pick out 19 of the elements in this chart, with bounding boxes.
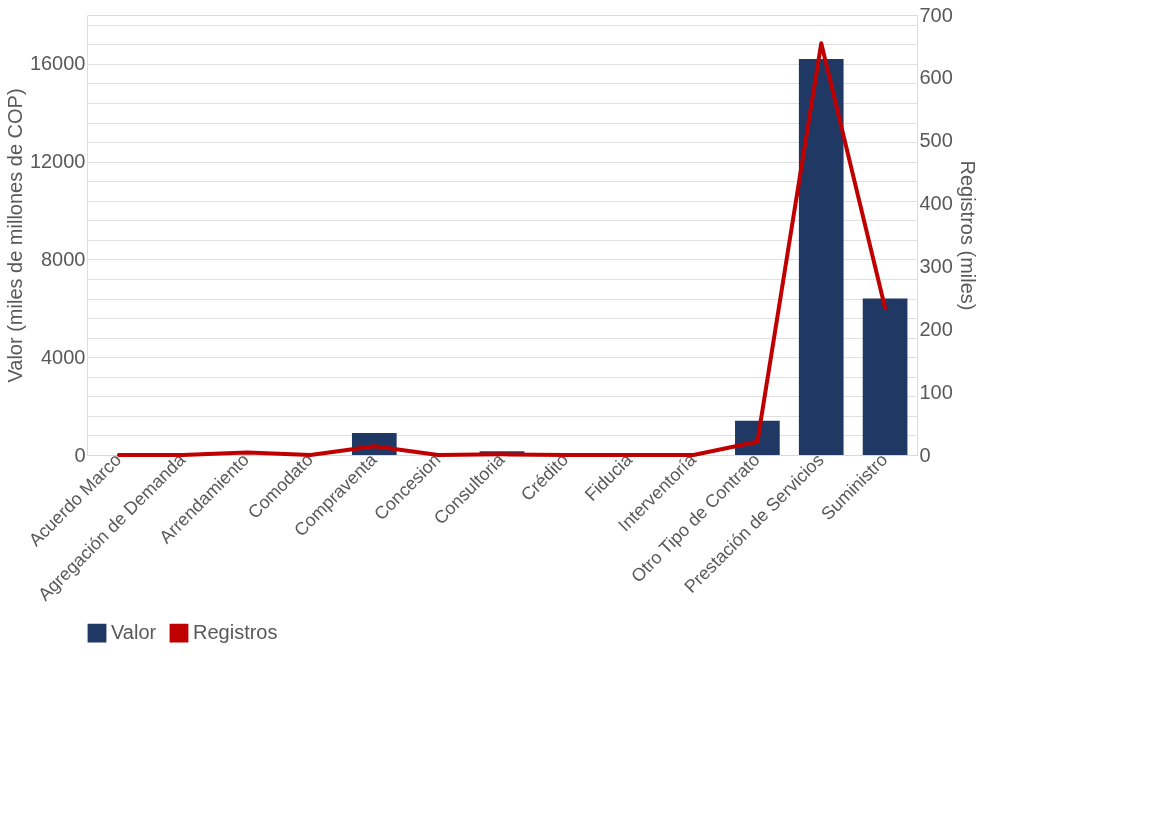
y-tick-label: 8000	[41, 247, 86, 270]
y2-tick-label: 300	[919, 254, 953, 277]
y2-tick-label: 100	[919, 380, 953, 403]
y2-tick-label: 200	[919, 317, 953, 340]
y-axis-title: Valor (miles de millones de COP)	[3, 88, 26, 383]
bar	[798, 59, 844, 455]
y2-tick-label: 400	[919, 192, 953, 215]
y-tick-label: 4000	[41, 345, 86, 368]
bar	[862, 298, 908, 455]
y2-tick-label: 0	[919, 443, 931, 466]
y-tick-label: 12000	[29, 150, 86, 173]
y2-axis-title: Registros (miles)	[956, 160, 979, 311]
y2-tick-label: 600	[919, 66, 953, 89]
y2-tick-label: 700	[919, 3, 953, 26]
line-series	[116, 41, 888, 457]
y-tick-label: 16000	[29, 52, 86, 75]
y2-tick-label: 500	[919, 129, 953, 152]
legend-label: Registros	[193, 621, 278, 644]
legend-label: Valor	[111, 621, 157, 644]
